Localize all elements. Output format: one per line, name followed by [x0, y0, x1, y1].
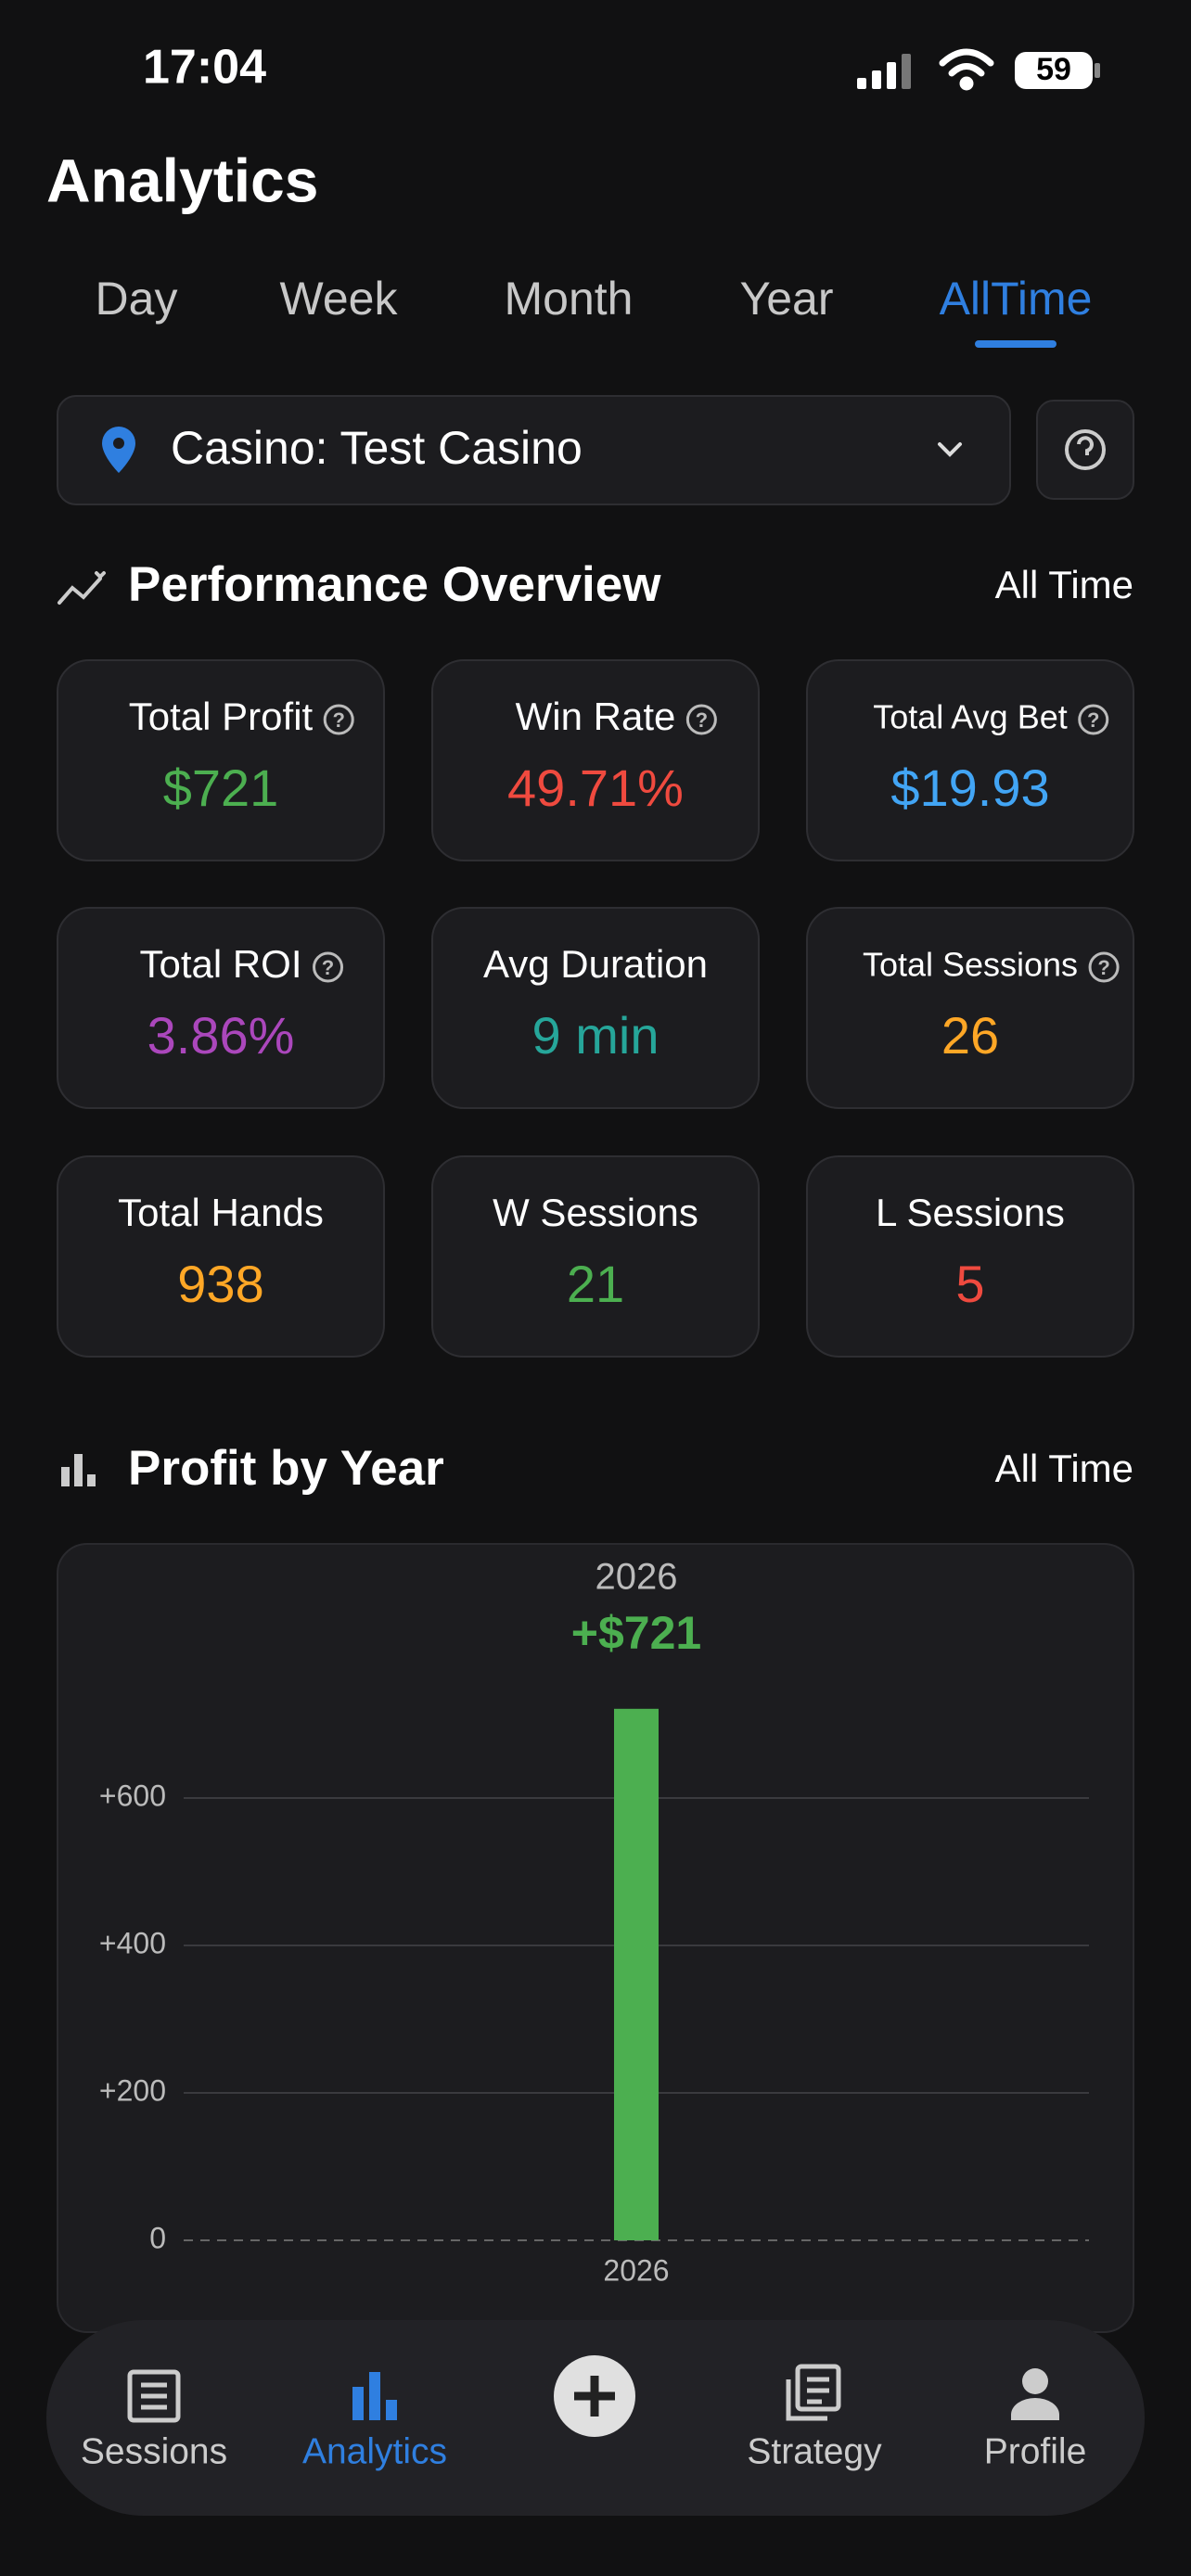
- add-icon: [574, 2376, 615, 2417]
- chart-card: [57, 1543, 1134, 2333]
- stat-value: 3.86%: [147, 1006, 295, 1065]
- bar-chart-icon: [61, 1454, 96, 1486]
- help-icon[interactable]: [1088, 951, 1120, 983]
- help-glyph: ?: [696, 708, 708, 732]
- help-icon[interactable]: [323, 704, 354, 735]
- stat-label: L Sessions: [876, 1191, 1065, 1234]
- battery-level: 59: [1036, 52, 1071, 87]
- stat-label: W Sessions: [493, 1191, 698, 1234]
- analytics-icon: [352, 2372, 397, 2420]
- battery-tip: [1095, 63, 1100, 78]
- nav-label[interactable]: Strategy: [747, 2431, 882, 2471]
- strategy-icon: [786, 2364, 841, 2421]
- stat-value: 938: [177, 1255, 263, 1313]
- stat-value: 49.71%: [507, 759, 684, 817]
- stat-label: Total Sessions: [863, 946, 1078, 984]
- signal-icon: [857, 54, 911, 89]
- stat-value: 21: [567, 1255, 624, 1313]
- y-tick-label: +400: [99, 1926, 166, 1959]
- stat-card: [431, 1155, 760, 1358]
- chart-section-period[interactable]: All Time: [995, 1447, 1133, 1490]
- help-glyph: ?: [1097, 956, 1109, 979]
- help-glyph: ?: [1087, 708, 1099, 732]
- battery-icon: [1015, 52, 1093, 89]
- stat-value: 5: [955, 1255, 984, 1313]
- trend-icon: [58, 571, 106, 605]
- stat-label: Total Profit: [129, 695, 314, 738]
- help-glyph: ?: [332, 708, 344, 732]
- help-glyph: [1077, 436, 1094, 455]
- bar-value-label: +$721: [571, 1607, 701, 1659]
- stat-card: [431, 659, 760, 861]
- stat-card: [57, 907, 385, 1109]
- stat-card: [431, 907, 760, 1109]
- period-tab[interactable]: Week: [280, 273, 399, 325]
- help-glyph: ?: [322, 956, 334, 979]
- stat-value: 26: [941, 1006, 999, 1065]
- stat-label: Avg Duration: [483, 942, 708, 986]
- stat-value: $19.93: [890, 759, 1049, 817]
- y-tick-label: 0: [149, 2221, 166, 2254]
- stat-label: Total ROI: [139, 942, 301, 986]
- period-tab[interactable]: Month: [505, 273, 634, 325]
- nav-label[interactable]: Profile: [984, 2431, 1087, 2471]
- stat-label: Total Avg Bet: [873, 698, 1067, 736]
- help-icon[interactable]: [1078, 704, 1109, 735]
- x-tick-label: 2026: [603, 2253, 669, 2287]
- stat-label: Win Rate: [516, 695, 676, 738]
- help-icon: [1065, 429, 1106, 470]
- chart-section-title: Profit by Year: [128, 1441, 444, 1496]
- period-tab[interactable]: AllTime: [940, 273, 1093, 325]
- stat-card: [57, 1155, 385, 1358]
- period-tab[interactable]: Year: [739, 273, 833, 325]
- bar: [614, 1708, 659, 2240]
- help-icon[interactable]: [685, 704, 717, 735]
- nav-label[interactable]: Analytics: [302, 2431, 447, 2471]
- casino-dropdown[interactable]: [57, 395, 1011, 505]
- stat-card: [806, 907, 1134, 1109]
- wifi-icon: [939, 48, 994, 91]
- bar-category-label: 2026: [596, 1556, 678, 1597]
- dropdown-label: Casino: Test Casino: [171, 422, 583, 474]
- chevron-icon: [938, 442, 962, 457]
- status-time: 17:04: [143, 41, 266, 95]
- period-tab[interactable]: Day: [96, 273, 178, 325]
- stat-card: [806, 1155, 1134, 1358]
- sessions-icon: [127, 2369, 181, 2423]
- help-icon[interactable]: [313, 951, 344, 983]
- location-icon: [102, 427, 135, 473]
- y-tick-label: +200: [99, 2073, 166, 2107]
- stat-card: [806, 659, 1134, 861]
- section-period[interactable]: All Time: [995, 563, 1133, 606]
- tab-indicator: [975, 340, 1057, 348]
- page-title[interactable]: Analytics: [46, 146, 318, 214]
- nav-label[interactable]: Sessions: [81, 2431, 227, 2471]
- stat-card: [57, 659, 385, 861]
- section-title: Performance Overview: [128, 557, 661, 612]
- stat-label: Total Hands: [118, 1191, 324, 1234]
- y-tick-label: +600: [99, 1779, 166, 1812]
- stat-value: $721: [163, 759, 279, 817]
- profile-icon: [1011, 2368, 1059, 2420]
- stat-value: 9 min: [532, 1006, 660, 1065]
